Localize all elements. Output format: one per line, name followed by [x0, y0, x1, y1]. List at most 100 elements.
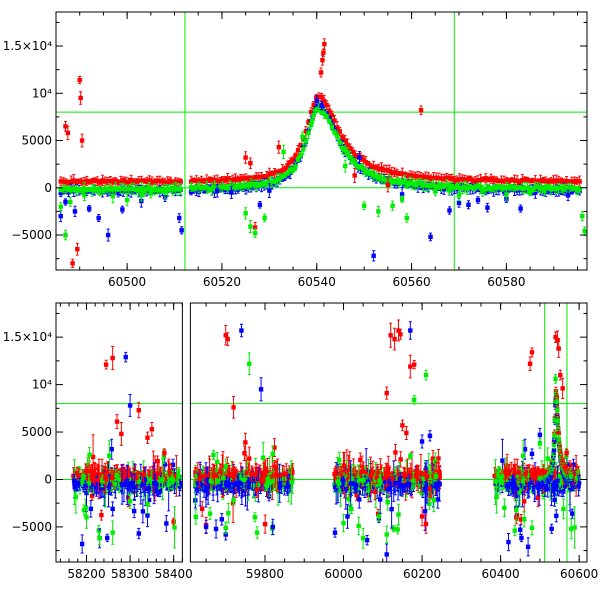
data-point: [141, 472, 145, 476]
data-point: [262, 216, 266, 220]
data-point: [315, 99, 319, 103]
data-point: [319, 70, 323, 74]
data-point: [243, 211, 247, 215]
top-panel-plot: [56, 12, 587, 270]
data-point: [466, 203, 470, 207]
data-point: [447, 208, 451, 212]
data-point: [120, 482, 124, 486]
data-point: [480, 188, 484, 192]
data-point: [261, 456, 265, 460]
data-point: [171, 478, 175, 482]
data-point: [137, 531, 141, 535]
data-point: [419, 108, 423, 112]
data-point: [178, 187, 182, 191]
data-point: [248, 161, 252, 165]
data-point: [319, 103, 323, 107]
data-point: [66, 131, 70, 135]
data-point: [433, 189, 437, 193]
data-point: [176, 474, 180, 478]
data-point: [73, 209, 77, 213]
data-point: [485, 205, 489, 209]
data-point: [147, 486, 151, 490]
data-point: [325, 114, 329, 118]
data-point: [577, 179, 581, 183]
data-point: [243, 155, 247, 159]
data-point: [106, 233, 110, 237]
data-point: [164, 521, 168, 525]
data-point: [405, 216, 409, 220]
data-point: [145, 502, 149, 506]
data-point: [75, 247, 79, 251]
data-point: [96, 478, 100, 482]
data-point: [124, 355, 128, 359]
data-point: [141, 509, 145, 513]
data-point: [306, 131, 310, 135]
data-point: [542, 188, 546, 192]
data-point: [63, 233, 67, 237]
x-tick-label: 60500: [108, 275, 146, 289]
bottom-panel-plot-0: [56, 346, 182, 553]
data-point: [68, 200, 72, 204]
data-point: [110, 530, 114, 534]
data-point: [253, 231, 257, 235]
data-point: [301, 147, 305, 151]
data-point: [321, 50, 325, 54]
data-point: [343, 164, 347, 168]
data-point: [504, 192, 508, 196]
data-point: [109, 447, 113, 451]
data-point: [120, 207, 124, 211]
data-point: [322, 42, 326, 46]
data-point: [447, 188, 451, 192]
data-point: [107, 454, 111, 458]
y-tick-label: 0: [44, 181, 52, 195]
data-point: [298, 153, 302, 157]
data-point: [82, 193, 86, 197]
data-point: [93, 472, 97, 476]
data-point: [386, 183, 390, 187]
data-point: [63, 200, 67, 204]
data-point: [80, 542, 84, 546]
data-point: [580, 214, 584, 218]
data-point: [376, 209, 380, 213]
data-point: [125, 483, 129, 487]
bottom-panel-plot-1: [190, 303, 587, 565]
data-point: [281, 150, 285, 154]
data-point: [84, 515, 88, 519]
data-point: [132, 509, 136, 513]
data-point: [104, 475, 108, 479]
data-point: [110, 356, 114, 360]
data-point: [130, 481, 134, 485]
data-point: [310, 119, 314, 123]
data-point: [371, 254, 375, 258]
data-point: [518, 206, 522, 210]
data-point: [78, 78, 82, 82]
x-tick-label: 60560: [392, 275, 430, 289]
data-point: [150, 427, 154, 431]
data-point: [74, 495, 78, 499]
data-point: [327, 119, 331, 123]
data-point: [80, 138, 84, 142]
y-tick-label: 5000: [21, 134, 52, 148]
data-point: [96, 216, 100, 220]
data-point: [111, 194, 115, 198]
data-point: [153, 481, 157, 485]
data-point: [177, 216, 181, 220]
data-point: [457, 193, 461, 197]
data-point: [215, 188, 219, 192]
x-tick-label: 60520: [203, 275, 241, 289]
y-tick-label: 1.5×10⁴: [3, 39, 52, 53]
data-point: [566, 193, 570, 197]
data-point: [78, 96, 82, 100]
data-point: [83, 483, 87, 487]
data-point: [99, 513, 103, 517]
data-point: [400, 197, 404, 201]
data-point: [137, 408, 141, 412]
data-point: [179, 228, 183, 232]
data-point: [457, 201, 461, 205]
data-point: [211, 453, 215, 457]
data-point: [70, 261, 74, 265]
x-tick-label: 60540: [298, 275, 336, 289]
y-tick-label: −5000: [11, 228, 52, 242]
